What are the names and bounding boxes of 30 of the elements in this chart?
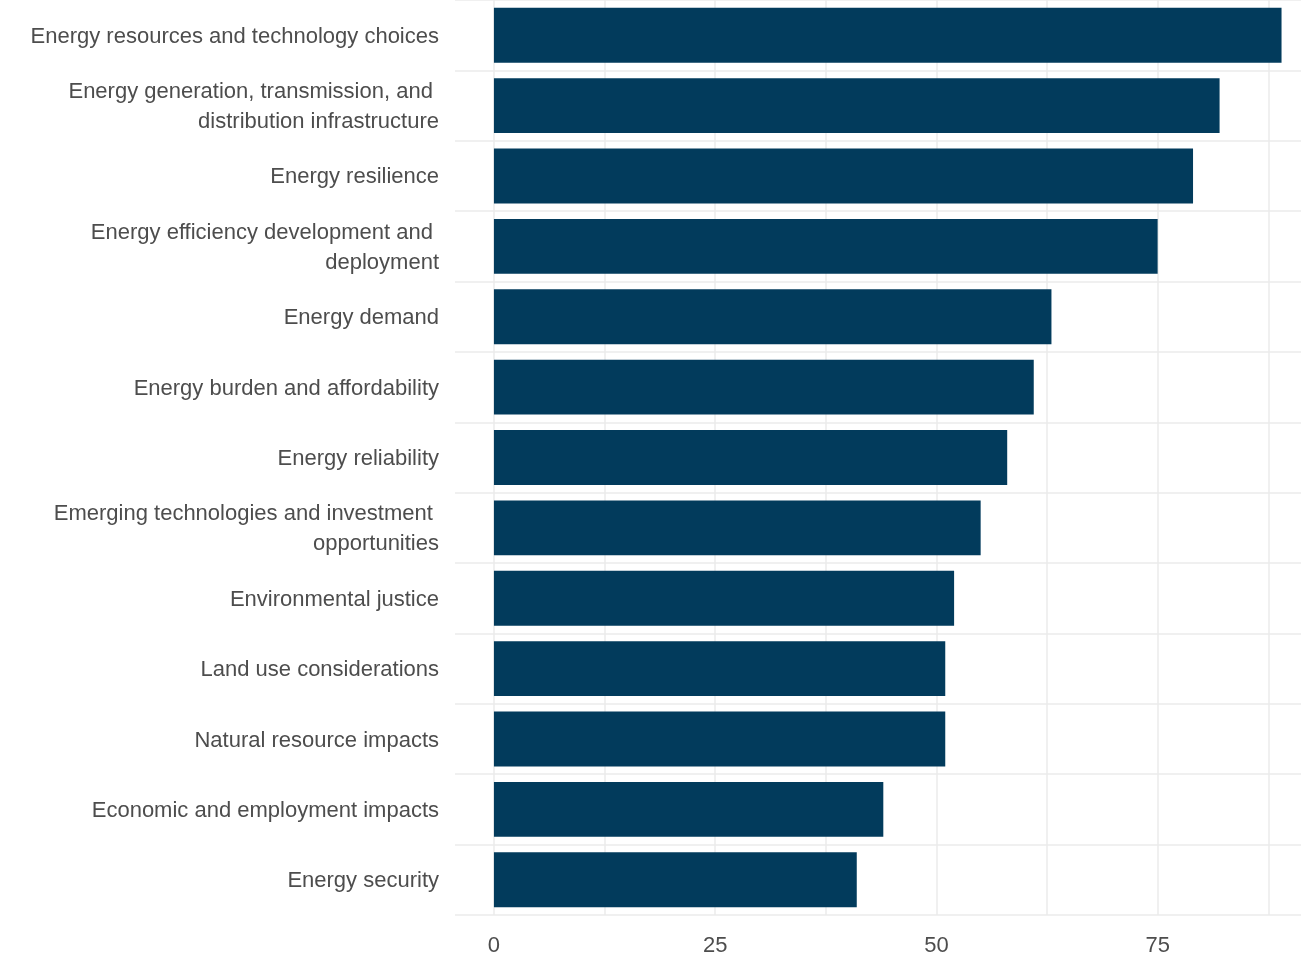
x-tick-label: 75	[1145, 931, 1170, 957]
y-tick-label: Environmental justice	[229, 585, 439, 611]
y-tick-label: Energy burden and affordability	[133, 374, 439, 400]
bar	[493, 78, 1220, 134]
bar	[493, 711, 946, 767]
y-tick-label: Land use considerations	[200, 656, 439, 682]
bar	[493, 781, 884, 837]
y-tick-label: Energy reliability	[277, 445, 439, 470]
bar	[493, 7, 1282, 63]
y-tick-label: Economic and employment impacts	[91, 796, 439, 822]
x-tick-label: 25	[702, 931, 728, 957]
bar	[493, 430, 1008, 485]
y-tick-label: Energy generation, transmission, and distribution infrastructure	[68, 78, 439, 134]
bar	[493, 148, 1194, 204]
y-tick-label: Emerging technologies and investment opportunities	[53, 500, 439, 556]
bar	[493, 289, 1052, 345]
bar	[493, 852, 857, 908]
x-tick-label: 0	[487, 931, 501, 957]
x-tick-label: 50	[924, 931, 949, 957]
bar	[493, 500, 981, 556]
bar	[493, 218, 1158, 274]
bar	[493, 359, 1034, 415]
y-tick-label: Energy resilience	[270, 163, 439, 189]
y-tick-label: Energy efficiency development and deployment	[90, 218, 439, 274]
y-tick-label: Natural resource impacts	[194, 726, 439, 752]
y-tick-label: Energy demand	[283, 304, 439, 330]
y-tick-label: Energy security	[287, 867, 439, 893]
y-tick-label: Energy resources and technology choices	[30, 22, 439, 48]
bar	[493, 641, 946, 697]
bar	[493, 570, 955, 626]
